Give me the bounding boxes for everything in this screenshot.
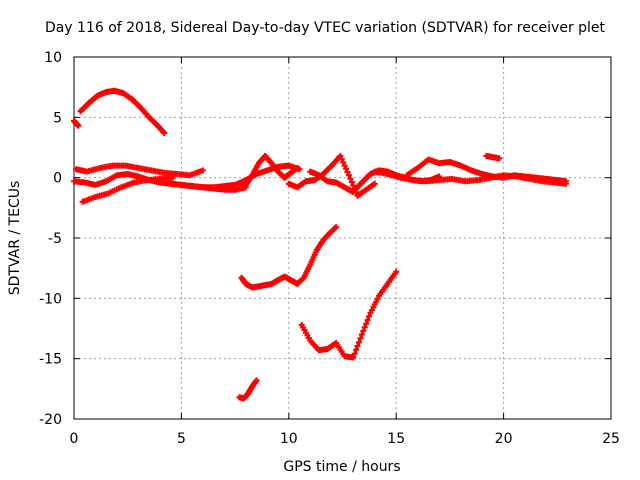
series-arc-13 [238,224,340,291]
series-arc-6 [167,162,303,191]
series-arc-11 [403,156,569,185]
data-point-markers [298,268,400,361]
data-point-markers [71,118,82,129]
grid-lines [74,57,611,419]
x-tick-label: 25 [602,431,620,447]
series-arc-15 [236,377,260,402]
y-tick-label: -15 [39,352,62,368]
x-tick-label: 5 [177,431,186,447]
y-tick-label: 5 [53,110,62,126]
data-point-markers [403,156,569,185]
y-tick-label: -5 [48,231,62,247]
chart-title: Day 116 of 2018, Sidereal Day-to-day VTE… [45,20,606,36]
y-tick-label: -10 [39,291,62,307]
data-point-markers [236,377,260,402]
data-point-markers [167,162,303,191]
data-point-markers [77,87,168,136]
series-arc-2 [77,87,168,136]
series-arc-14 [298,268,400,361]
data-point-markers [238,224,340,291]
y-tick-label: 0 [53,171,62,187]
x-axis-label: GPS time / hours [283,459,400,475]
data-point-markers [232,152,301,193]
series-arc-3 [73,162,206,179]
x-tick-label: 10 [280,431,298,447]
data-points [71,87,569,402]
series-arc-12 [483,152,503,162]
data-point-markers [79,174,176,205]
data-point-markers [73,162,206,179]
x-tick-label: 20 [495,431,513,447]
series-arc-1 [71,118,82,129]
series-arc-8 [285,152,378,199]
series-arc-7 [232,152,301,193]
y-tick-label: 10 [44,50,62,66]
data-point-markers [285,152,378,199]
axis-ticks: 0 5 10 15 20 25 -20 -15 -10 -5 0 5 10 [39,50,620,447]
x-tick-label: 15 [387,431,405,447]
data-point-markers [483,152,503,162]
x-tick-label: 0 [70,431,79,447]
y-axis-label: SDTVAR / TECUs [7,181,23,296]
y-tick-label: -20 [39,412,62,428]
series-arc-5 [79,174,176,205]
